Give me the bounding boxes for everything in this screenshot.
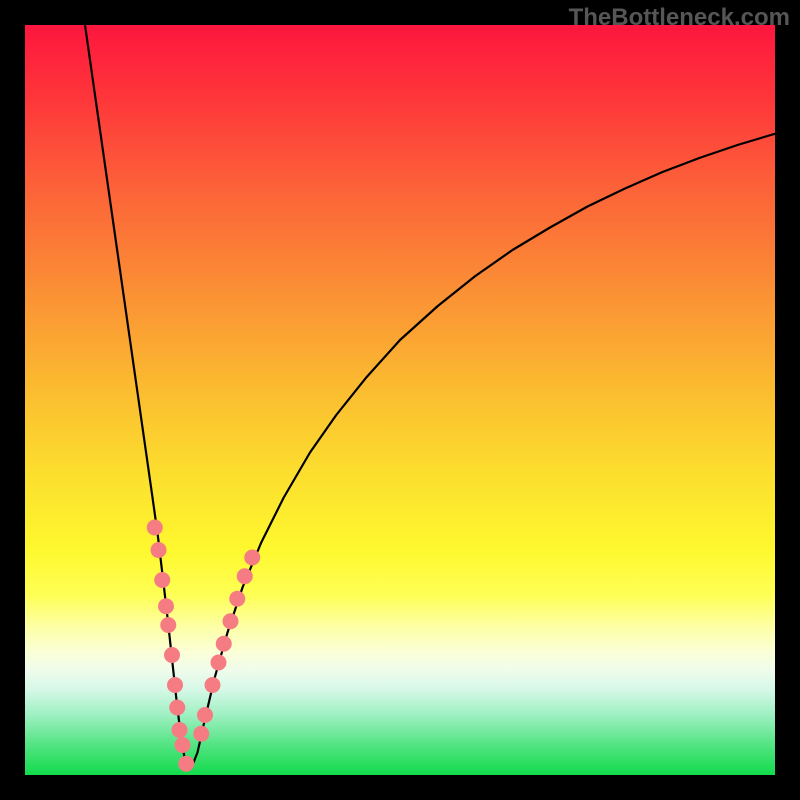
- data-marker: [154, 572, 170, 588]
- data-marker: [160, 617, 176, 633]
- data-marker: [151, 542, 167, 558]
- data-marker: [169, 700, 185, 716]
- bottleneck-chart: [0, 0, 800, 800]
- data-marker: [216, 636, 232, 652]
- data-marker: [167, 677, 183, 693]
- data-marker: [158, 598, 174, 614]
- watermark-label: TheBottleneck.com: [569, 4, 790, 32]
- data-marker: [164, 647, 180, 663]
- data-marker: [147, 520, 163, 536]
- data-marker: [211, 655, 227, 671]
- data-marker: [223, 613, 239, 629]
- data-marker: [197, 707, 213, 723]
- data-marker: [237, 568, 253, 584]
- data-marker: [178, 756, 194, 772]
- chart-frame: TheBottleneck.com: [0, 0, 800, 800]
- data-marker: [172, 722, 188, 738]
- data-marker: [175, 737, 191, 753]
- data-marker: [193, 726, 209, 742]
- data-marker: [229, 591, 245, 607]
- data-marker: [244, 550, 260, 566]
- data-marker: [205, 677, 221, 693]
